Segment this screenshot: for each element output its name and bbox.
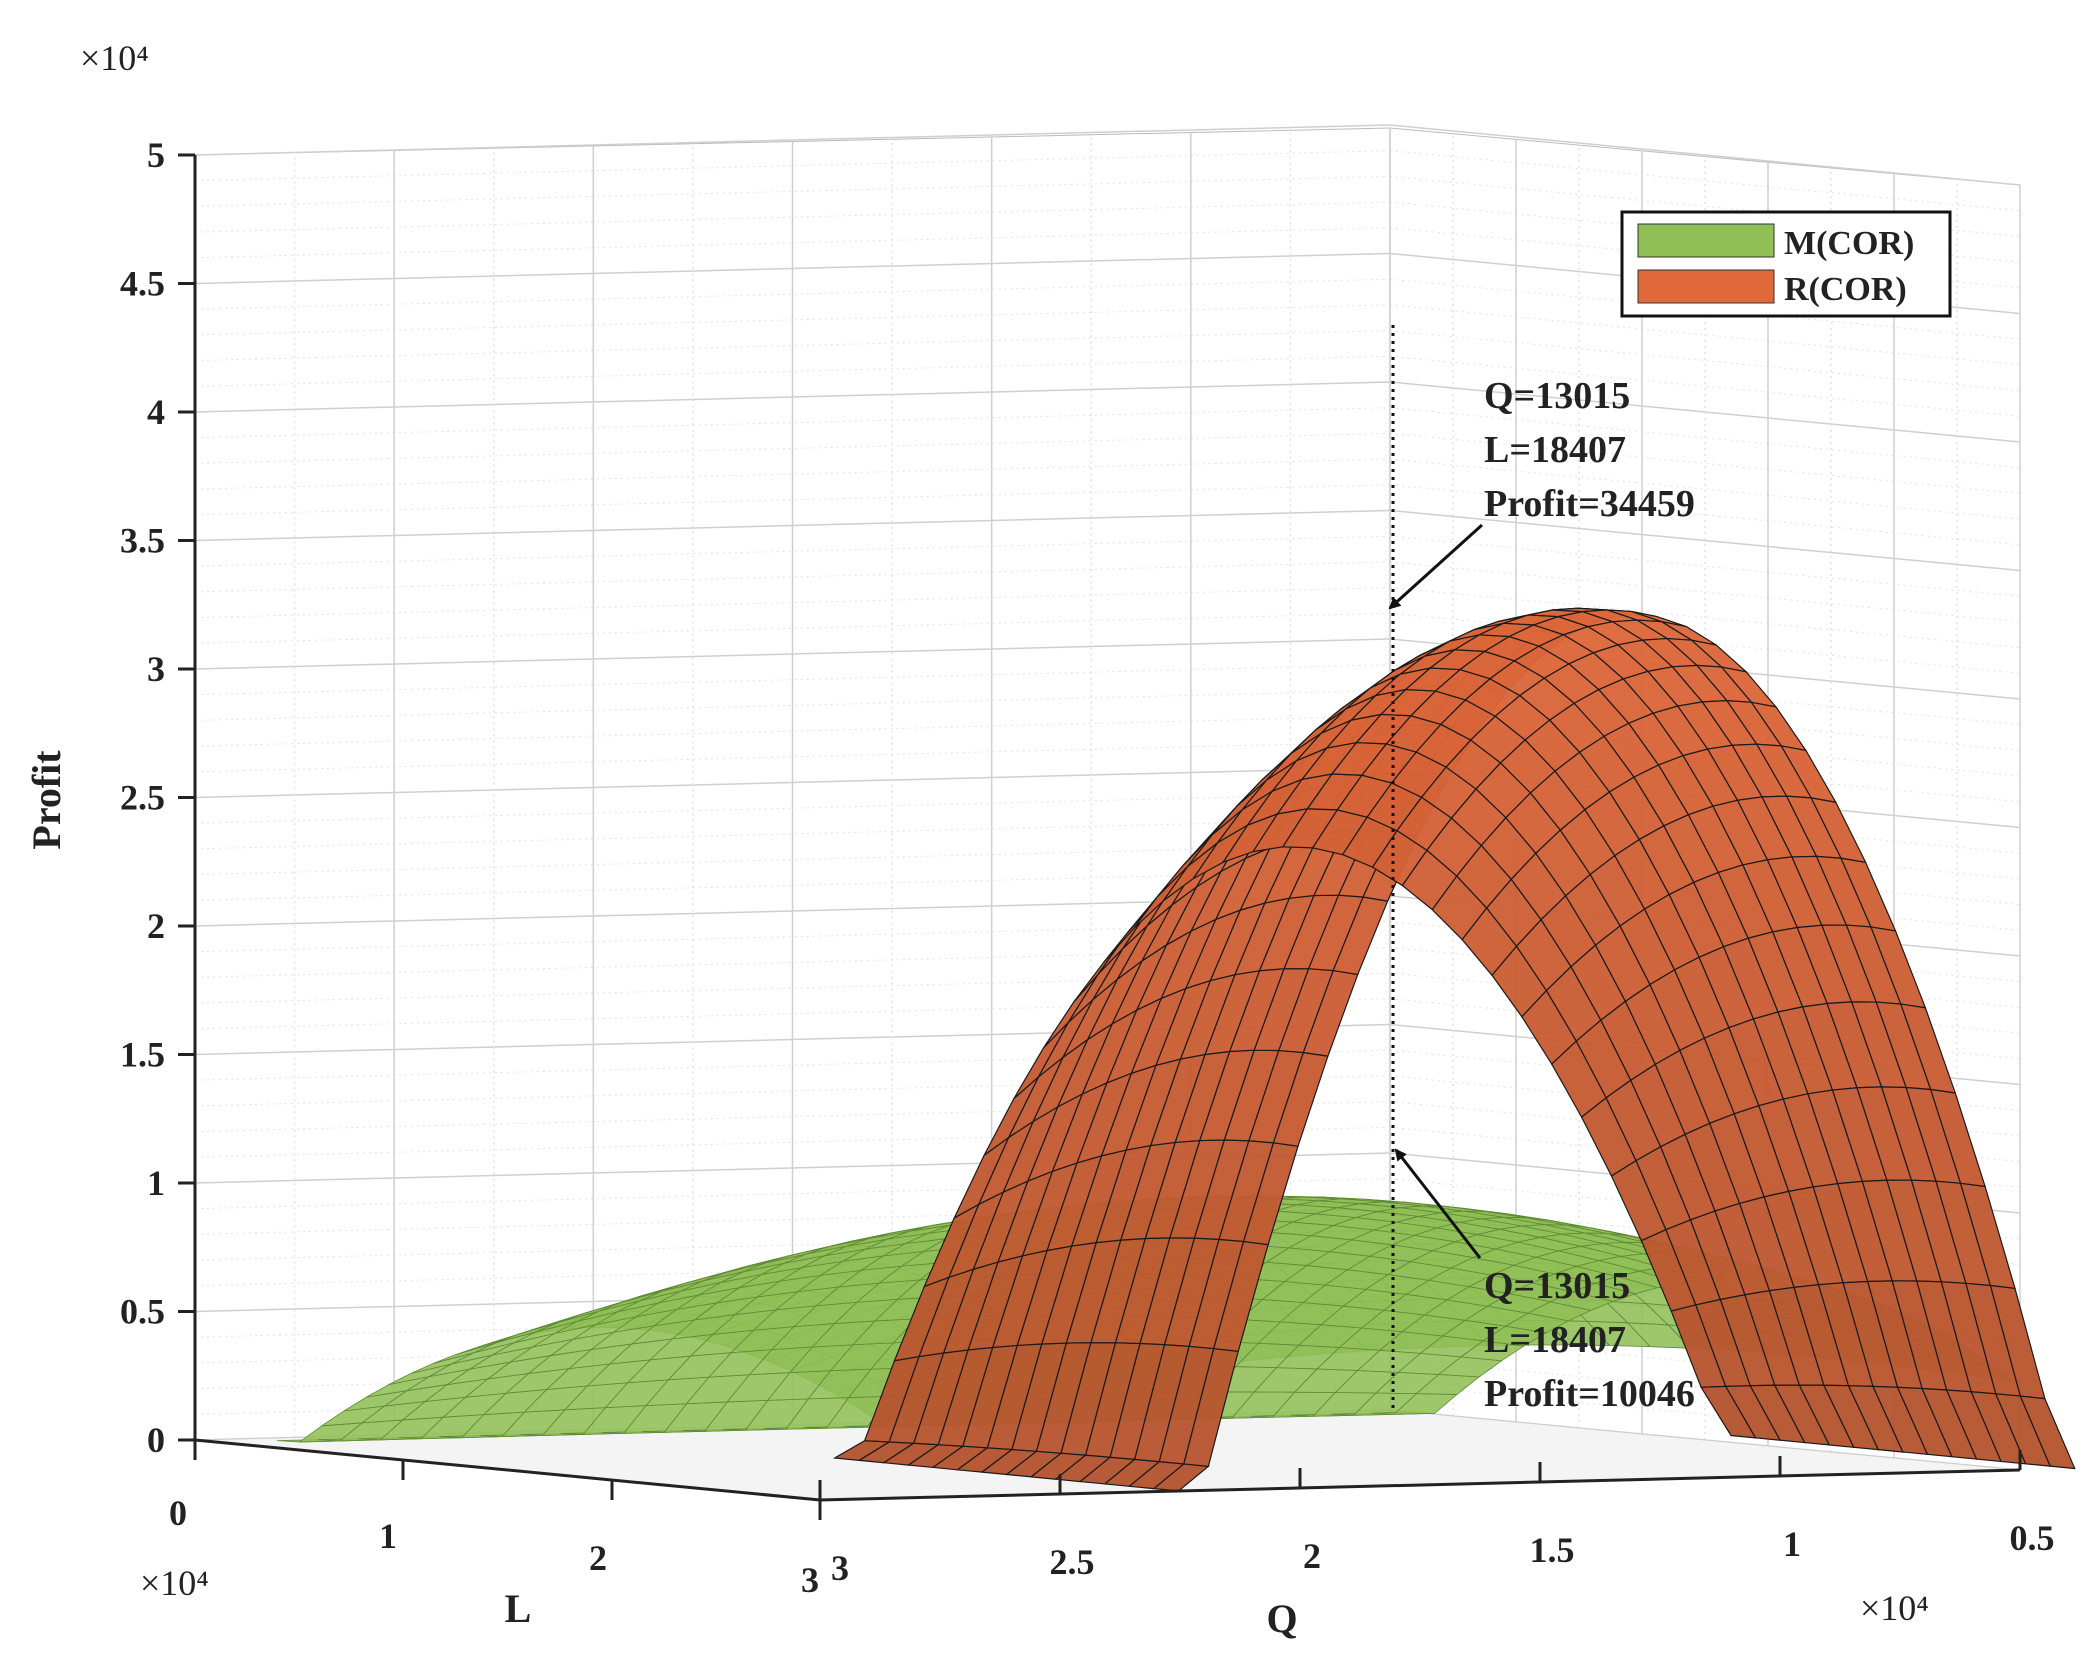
q-tick-group: 3 2.5 2 1.5 1 0.5: [818, 1450, 2055, 1588]
annotation-2-line-1: Q=13015: [1484, 1265, 1630, 1307]
l-tick-label: 3: [801, 1560, 819, 1600]
l-axis-label: L: [505, 1586, 532, 1631]
z-axis-label: Profit: [24, 750, 69, 850]
z-tick-label: 4: [147, 392, 165, 432]
annotation-r-cor-peak: Q=13015 L=18407 Profit=34459: [1388, 375, 1695, 610]
q-tick-label: 2.5: [1050, 1542, 1095, 1582]
l-tick-label: 2: [589, 1538, 607, 1578]
grid-line: [1389, 124, 2021, 186]
legend-swatch-r-cor: [1637, 269, 1775, 304]
l-exponent: ×10⁴: [140, 1563, 209, 1603]
z-tick-label: 3: [147, 649, 165, 689]
grid-line: [194, 124, 1391, 156]
l-tick-label: 0: [169, 1493, 187, 1533]
legend: M(COR) R(COR): [1620, 210, 1952, 318]
r-cor-surface: [832, 607, 2076, 1492]
q-axis-line: [819, 1468, 2021, 1502]
z-tick-label: 3.5: [120, 521, 165, 561]
z-tick-group: 0 0.5 1 1.5 2 2.5 3 3.5 4 4.5 5: [120, 135, 195, 1460]
q-tick-label: 1.5: [1530, 1530, 1575, 1570]
q-exponent: ×10⁴: [1860, 1588, 1929, 1628]
legend-swatch-m-cor: [1637, 223, 1775, 258]
z-tick-label: 2: [147, 906, 165, 946]
r-cor-surface-patch: [2019, 1395, 2076, 1470]
legend-label-m-cor: M(COR): [1784, 225, 1914, 262]
z-tick-label: 0: [147, 1420, 165, 1460]
z-tick-label: 5: [147, 135, 165, 175]
annotation-1-line-3: Profit=34459: [1484, 483, 1695, 525]
z-tick-label: 2.5: [120, 778, 165, 818]
z-exponent: ×10⁴: [80, 38, 149, 78]
z-tick-label: 0.5: [120, 1292, 165, 1332]
z-tick-label: 4.5: [120, 264, 165, 304]
q-tick-label: 0.5: [2010, 1518, 2055, 1558]
annotation-1-arrow: [1388, 523, 1484, 610]
z-tick-label: 1.5: [120, 1035, 165, 1075]
annotation-1-line-1: Q=13015: [1484, 375, 1630, 417]
grid-line: [1389, 509, 2021, 572]
annotation-2-line-2: L=18407: [1484, 1319, 1626, 1361]
l-tick-label: 1: [379, 1516, 397, 1556]
annotation-m-cor-peak: Q=13015 L=18407 Profit=10046: [1394, 1148, 1695, 1415]
q-tick-label: 2: [1303, 1536, 1321, 1576]
annotation-2-arrow: [1394, 1148, 1482, 1259]
annotation-2-line-3: Profit=10046: [1484, 1373, 1695, 1415]
q-axis-label: Q: [1266, 1596, 1297, 1641]
legend-label-r-cor: R(COR): [1784, 271, 1907, 308]
q-tick-label: 3: [831, 1548, 849, 1588]
l-tick-group: 0 1 2 3: [169, 1440, 822, 1600]
q-tick-label: 1: [1783, 1524, 1801, 1564]
l-axis-line: [194, 1438, 821, 1502]
annotation-1-line-2: L=18407: [1484, 429, 1626, 471]
z-tick-label: 1: [147, 1163, 165, 1203]
